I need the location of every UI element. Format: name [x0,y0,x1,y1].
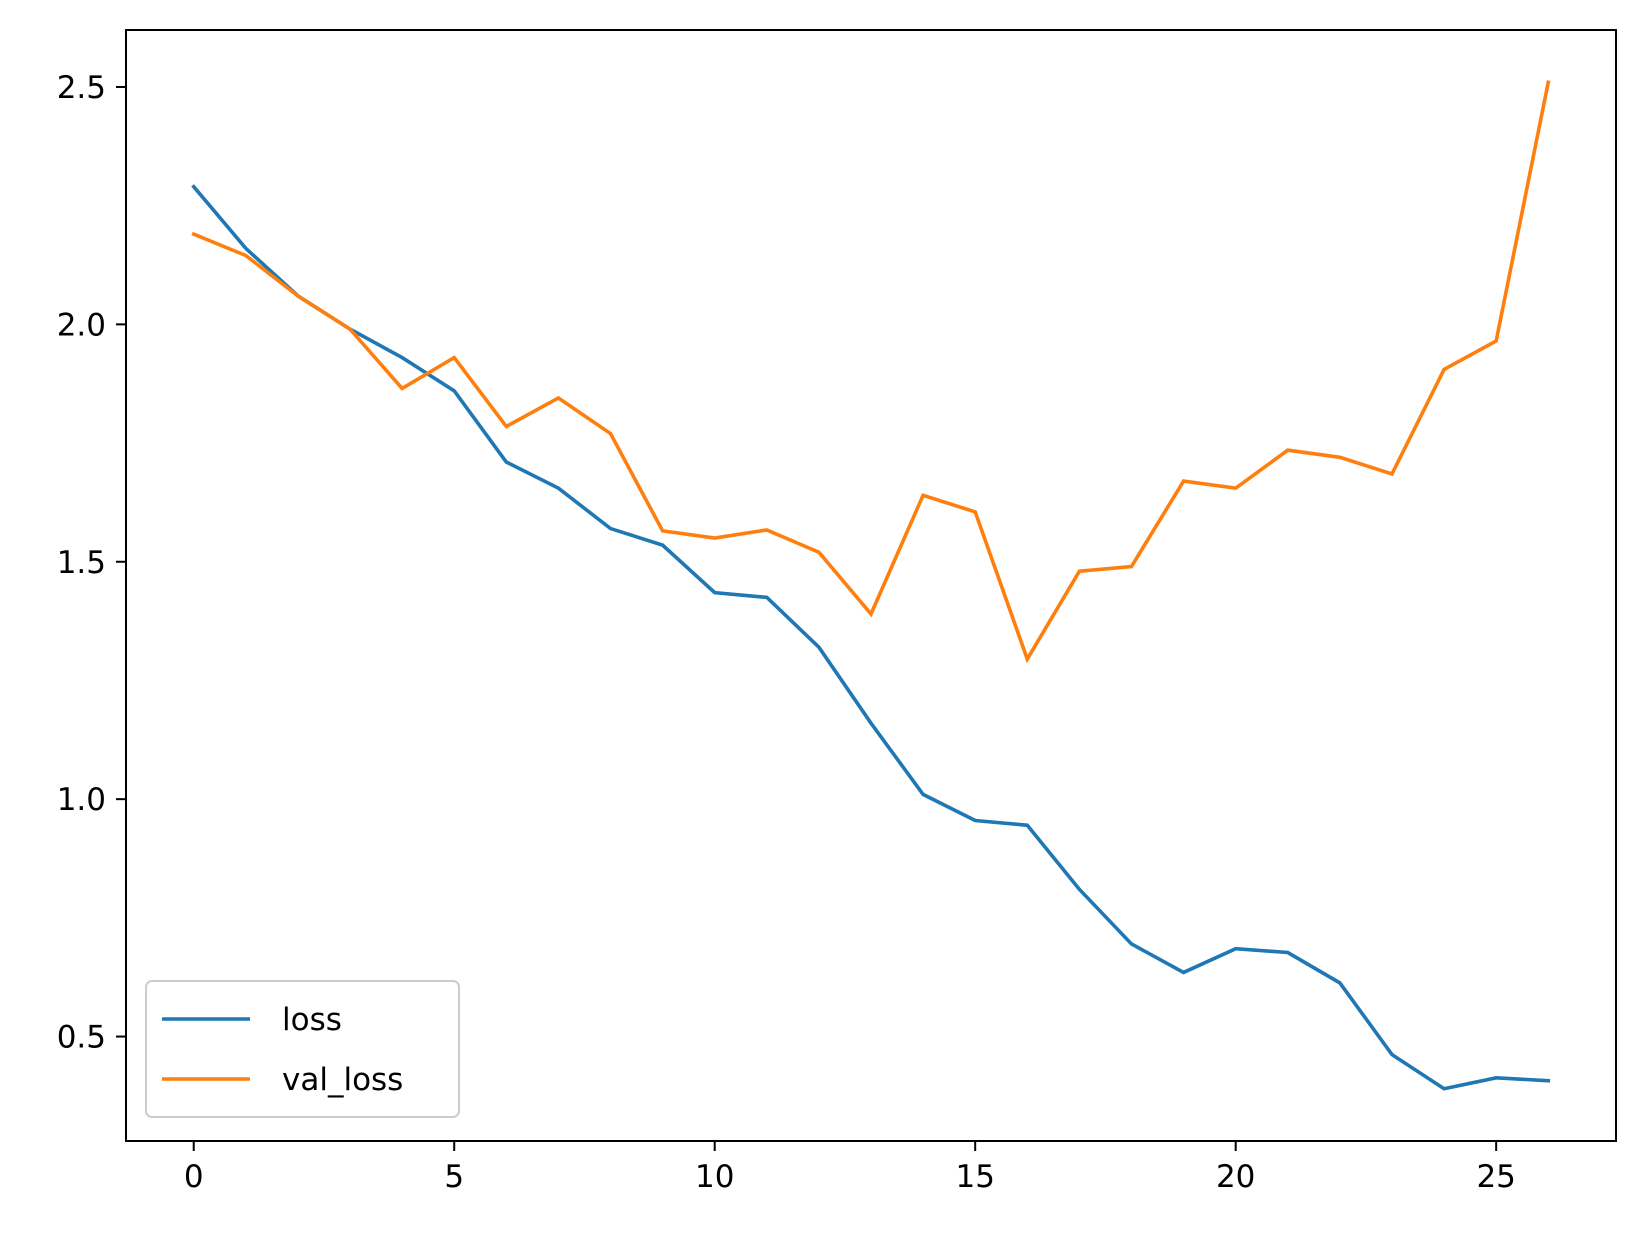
x-tick-label: 25 [1476,1159,1515,1195]
y-tick-label: 1.5 [57,545,106,581]
axes: 0 5 10 15 20 25 0.5 1.0 1.5 2.0 2.5 loss val_loss [57,29,1617,1195]
series-line-loss [191,184,1551,1091]
y-tick-label: 1.0 [57,782,106,818]
x-tick-label: 5 [444,1159,464,1195]
x-tick-label: 15 [955,1159,994,1195]
x-tick-label: 10 [695,1159,734,1195]
y-tick-label: 2.5 [57,70,106,106]
x-tick-label: 20 [1216,1159,1255,1195]
y-tick-label: 0.5 [57,1020,106,1056]
x-tick-label: 0 [184,1159,204,1195]
legend-label-val-loss: val_loss [282,1062,403,1098]
plot-frame [125,29,1617,1142]
y-tick-label: 2.0 [57,307,106,343]
series-line-val-loss [191,80,1551,664]
legend-box [145,980,460,1118]
legend-label-loss: loss [282,1002,342,1038]
